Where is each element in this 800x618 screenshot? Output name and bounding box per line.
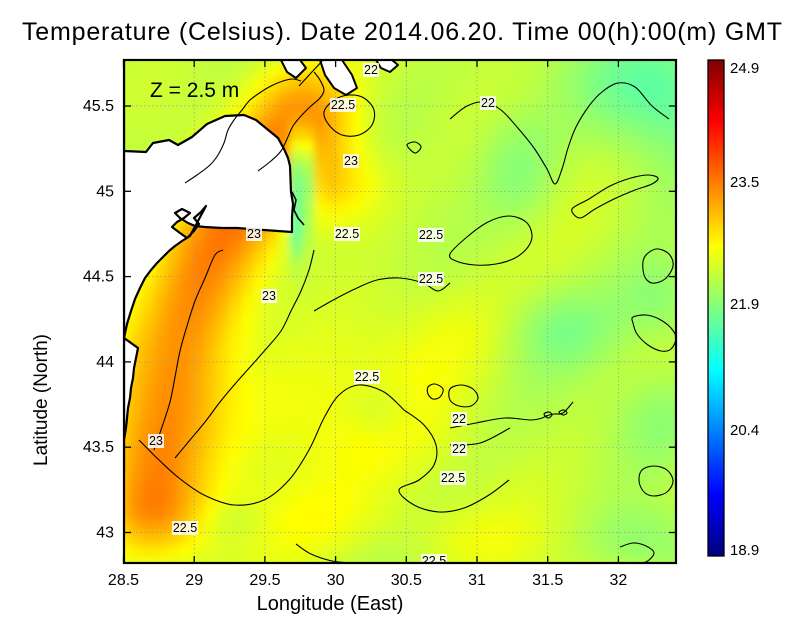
svg-text:31.5: 31.5 — [532, 572, 563, 589]
svg-text:22.5: 22.5 — [441, 471, 465, 485]
svg-text:43.5: 43.5 — [83, 439, 114, 456]
svg-text:45: 45 — [96, 183, 114, 200]
svg-text:23: 23 — [344, 154, 358, 168]
svg-text:44: 44 — [96, 354, 114, 371]
svg-text:45.5: 45.5 — [83, 98, 114, 115]
svg-text:30: 30 — [327, 572, 345, 589]
svg-text:18.9: 18.9 — [730, 542, 759, 559]
svg-text:22.5: 22.5 — [331, 98, 355, 112]
svg-text:22: 22 — [364, 63, 378, 77]
svg-text:23.5: 23.5 — [730, 174, 759, 191]
svg-text:22.5: 22.5 — [419, 228, 443, 242]
svg-text:23: 23 — [262, 289, 276, 303]
svg-text:Temperature (Celsius). Date: Temperature (Celsius). Date 2014.06.20. … — [22, 18, 783, 46]
svg-text:24.9: 24.9 — [730, 60, 759, 77]
svg-text:Z = 2.5 m: Z = 2.5 m — [150, 79, 239, 102]
svg-text:30.5: 30.5 — [391, 572, 422, 589]
svg-text:23: 23 — [247, 227, 261, 241]
svg-text:22: 22 — [481, 96, 495, 110]
svg-text:21.9: 21.9 — [730, 296, 759, 313]
svg-text:22: 22 — [452, 412, 466, 426]
svg-text:44.5: 44.5 — [83, 269, 114, 286]
svg-text:29: 29 — [185, 572, 203, 589]
svg-text:Latitude (North): Latitude (North) — [31, 334, 52, 466]
svg-text:22.5: 22.5 — [335, 227, 359, 241]
svg-text:22.5: 22.5 — [419, 272, 443, 286]
svg-text:23: 23 — [149, 434, 163, 448]
svg-text:28.5: 28.5 — [108, 572, 139, 589]
svg-text:22.5: 22.5 — [173, 521, 197, 535]
svg-text:29.5: 29.5 — [249, 572, 280, 589]
svg-text:Longitude (East): Longitude (East) — [257, 593, 404, 615]
svg-text:31: 31 — [468, 572, 486, 589]
svg-text:22: 22 — [452, 442, 466, 456]
svg-text:20.4: 20.4 — [730, 422, 759, 439]
svg-text:43: 43 — [96, 525, 114, 542]
svg-text:22.5: 22.5 — [422, 554, 446, 568]
svg-text:22.5: 22.5 — [355, 370, 379, 384]
svg-text:32: 32 — [610, 572, 628, 589]
